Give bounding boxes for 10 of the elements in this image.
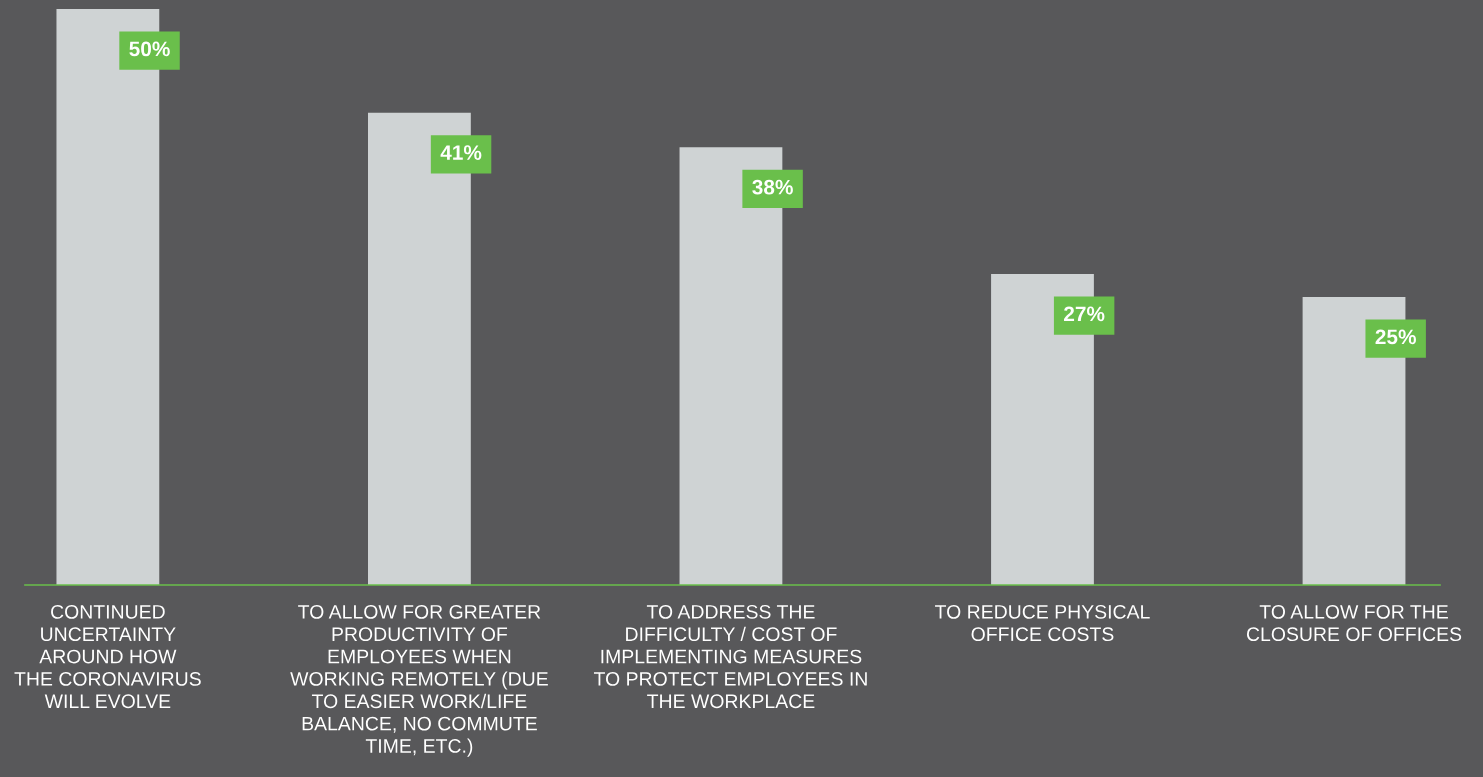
x-tick-label: TO ALLOW FOR THE CLOSURE OF OFFICES: [1246, 604, 1462, 642]
x-tick-label: CONTINUED UNCERTAINTY AROUND HOW THE CORONAVIRUS WILL EVOLVE: [14, 604, 201, 709]
data-label: 41%: [440, 145, 482, 160]
data-label: 50%: [129, 41, 170, 57]
x-tick-label: TO ALLOW FOR GREATER PRODUCTIVITY OF EMPLOYEES WHEN WORKING REMOTELY (DUE TO EASIER WORK/LIFE BALANCE, NO COMMUTE TIME, ETC.): [290, 604, 548, 757]
x-tick-label: TO ADDRESS THE DIFFICULTY / COST OF IMPLEMENTING MEASURES TO PROTECT EMPLOYEES IN THE WORKPLACE: [593, 604, 867, 709]
data-label: 25%: [1375, 329, 1416, 345]
data-label: 27%: [1064, 306, 1105, 322]
x-tick-label: TO REDUCE PHYSICAL OFFICE COSTS: [935, 604, 1150, 642]
data-label: 38%: [752, 179, 793, 195]
